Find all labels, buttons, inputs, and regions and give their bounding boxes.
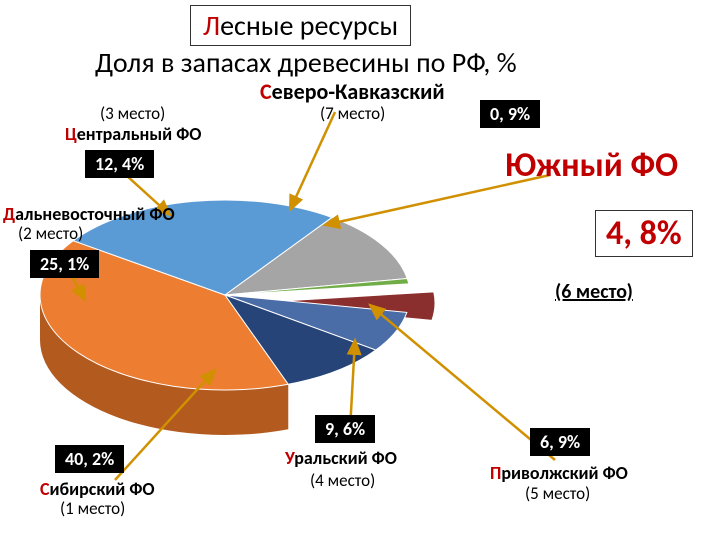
pct-251: 25, 1% bbox=[30, 250, 99, 278]
south-label: Южный ФО bbox=[505, 145, 678, 186]
pct-48-box: 4, 8% bbox=[595, 210, 693, 257]
sib-label: Сибирский ФО bbox=[40, 478, 155, 500]
central-label: Центральный ФО bbox=[65, 123, 201, 145]
dalv-label: Дальневосточный ФО bbox=[3, 203, 175, 225]
priv-label: Приволжский ФО bbox=[490, 462, 628, 484]
pct-402: 40, 2% bbox=[55, 445, 124, 473]
pct-96: 9, 6% bbox=[315, 415, 375, 443]
place3: (3 место) bbox=[100, 103, 165, 124]
place2: (2 место) bbox=[18, 223, 83, 244]
pct-69: 6, 9% bbox=[530, 428, 590, 456]
pct-124: 12, 4% bbox=[85, 150, 154, 178]
pct-09: 0, 9% bbox=[480, 100, 540, 128]
place4: (4 место) bbox=[310, 470, 375, 491]
place6: (6 место) bbox=[555, 280, 633, 304]
ural-label: Уральский ФО bbox=[285, 447, 397, 469]
place5: (5 место) bbox=[525, 483, 590, 504]
nk-label: Северо-Кавказский bbox=[260, 78, 445, 105]
place7: (7 место) bbox=[320, 103, 385, 124]
place1: (1 место) bbox=[60, 498, 125, 519]
